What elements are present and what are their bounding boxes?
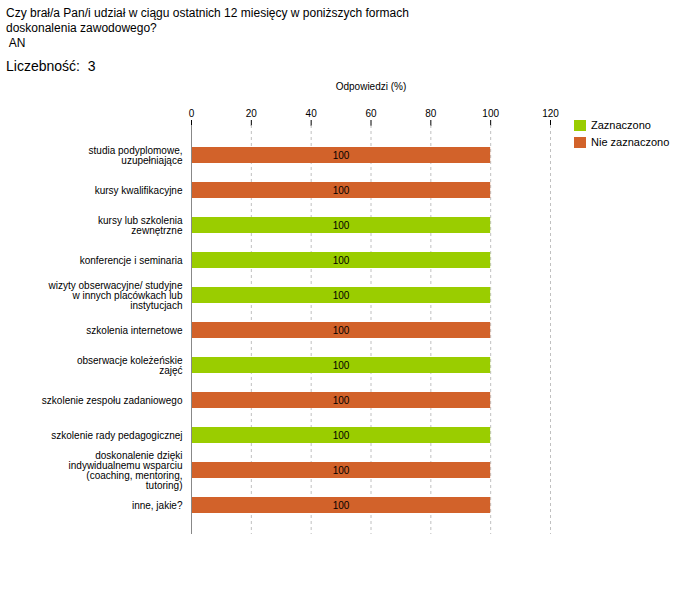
svg-text:100: 100 [333,290,350,301]
svg-text:20: 20 [246,108,258,119]
svg-text:wizyty obserwacyjne/ studyjnew: wizyty obserwacyjne/ studyjnew innych pl… [48,280,183,311]
svg-text:100: 100 [333,500,350,511]
svg-text:80: 80 [425,108,437,119]
svg-text:szkolenie rady pedagogicznej: szkolenie rady pedagogicznej [51,430,182,441]
svg-text:100: 100 [482,108,499,119]
svg-text:60: 60 [365,108,377,119]
svg-text:100: 100 [333,150,350,161]
html-text:Czy brał/a Pan/i udział w ciąg: Czy brał/a Pan/i udział w ciągu ostatnic… [6,6,409,50]
svg-text:studia podyplomowe,uzupełniają: studia podyplomowe,uzupełniające [89,145,183,166]
html-text:Zaznaczono: Zaznaczono [591,119,651,131]
svg-text:100: 100 [333,220,350,231]
svg-text:Odpowiedzi (%): Odpowiedzi (%) [336,81,407,92]
svg-text:0: 0 [189,108,195,119]
svg-text:100: 100 [333,360,350,371]
html-text:Liczebność: 3: Liczebność: 3 [6,58,96,74]
svg-text:100: 100 [333,465,350,476]
svg-text:120: 120 [542,108,559,119]
html-text:Nie zaznaczono: Nie zaznaczono [591,136,670,148]
svg-text:100: 100 [333,430,350,441]
svg-text:100: 100 [333,395,350,406]
svg-text:100: 100 [333,325,350,336]
svg-text:doskonalenie dziękiindywidualn: doskonalenie dziękiindywidualnemu wsparc… [69,450,183,491]
svg-text:kursy lub szkoleniazewnętrzne: kursy lub szkoleniazewnętrzne [98,215,183,236]
svg-text:100: 100 [333,255,350,266]
svg-text:szkolenie zespołu zadaniowego: szkolenie zespołu zadaniowego [42,395,183,406]
svg-text:inne, jakie?: inne, jakie? [132,500,183,511]
svg-text:szkolenia internetowe: szkolenia internetowe [86,325,183,336]
svg-text:obserwacje koleżeńskiezajęć: obserwacje koleżeńskiezajęć [77,355,183,376]
svg-text:100: 100 [333,185,350,196]
svg-text:40: 40 [306,108,318,119]
svg-text:kursy kwalifikacyjne: kursy kwalifikacyjne [95,185,183,196]
svg-text:konferencje i seminaria: konferencje i seminaria [80,255,183,266]
